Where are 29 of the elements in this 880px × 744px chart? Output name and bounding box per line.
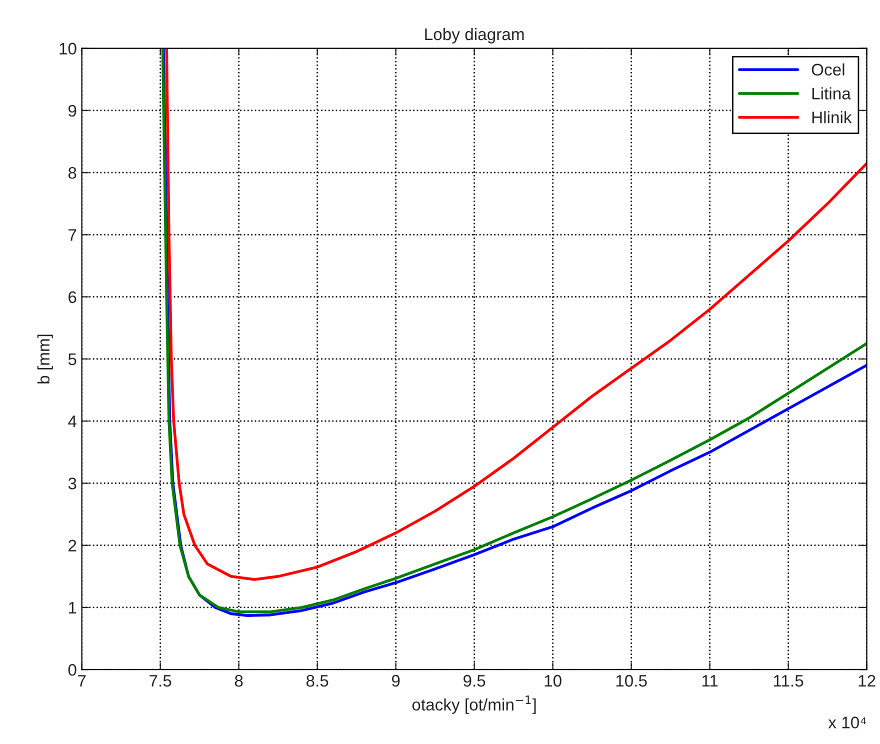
x-tick-label: 7.5 xyxy=(150,675,172,687)
x-tick-label: 9.5 xyxy=(464,674,486,687)
y-tick-label: 5 xyxy=(68,354,76,366)
x-tick-label: 12 xyxy=(858,674,876,687)
x-tick-label: 11.5 xyxy=(774,675,804,687)
x-tick-label: 8 xyxy=(234,674,243,687)
y-tick-label: 3 xyxy=(68,478,76,490)
text: x 10⁴ xyxy=(828,716,866,728)
y-tick-label: 0 xyxy=(68,664,76,676)
y-tick-label: 4 xyxy=(68,416,76,428)
y-tick-label: 9 xyxy=(68,104,76,117)
x-tick-label: 8.5 xyxy=(306,674,328,687)
legend-label: Hlinik xyxy=(812,111,852,124)
y-tick-label: 1 xyxy=(68,602,76,614)
y-axis-title: b [mm] xyxy=(37,334,53,384)
x-axis-title: otacky [ot/min$^{−1}$] xyxy=(412,696,536,714)
y-tick-label: 7 xyxy=(68,229,76,241)
x-tick-label: 7 xyxy=(78,675,86,687)
x-tick-label: 11 xyxy=(702,675,718,687)
y-tick-label: 6 xyxy=(68,291,76,304)
y-tick-label: 8 xyxy=(68,167,76,179)
x-tick-label: 10.5 xyxy=(616,674,647,687)
legend-label: Ocel xyxy=(812,63,844,76)
x-tick-label: 9 xyxy=(392,674,400,687)
y-tick-label: 10 xyxy=(60,42,76,55)
chart-title: Loby diagram xyxy=(425,28,524,44)
x-tick-label: 10 xyxy=(544,674,562,687)
y-tick-label: 2 xyxy=(68,540,76,552)
legend-label: Litina xyxy=(812,87,851,100)
